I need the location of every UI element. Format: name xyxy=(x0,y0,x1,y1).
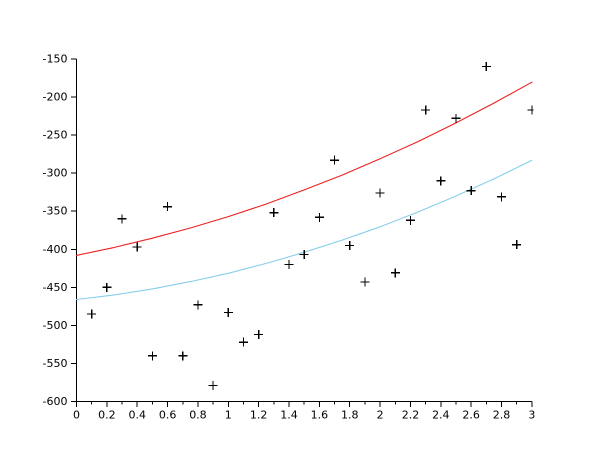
y-tick-label: -150 xyxy=(43,53,68,66)
scatter-marker-plus xyxy=(405,215,415,225)
scatter-marker-plus xyxy=(345,240,355,250)
x-tick-label: 0.8 xyxy=(189,409,207,422)
x-tick-label: 2.4 xyxy=(432,409,450,422)
y-tick-label: -300 xyxy=(43,167,68,180)
scatter-marker-plus xyxy=(421,105,431,115)
scatter-marker-plus xyxy=(223,307,233,317)
x-tick-label: 1 xyxy=(225,409,232,422)
scatter-marker-plus xyxy=(284,260,294,269)
scatter-marker-plus xyxy=(360,277,370,287)
scatter-marker-plus xyxy=(390,268,400,278)
scatter-marker-plus xyxy=(299,250,309,260)
scatter-marker-plus xyxy=(254,330,264,340)
scatter-marker-plus xyxy=(436,176,446,186)
scatter-marker-plus xyxy=(466,186,476,196)
scatter-marker-plus xyxy=(451,113,461,123)
y-tick-label: -550 xyxy=(43,357,68,370)
scatter-marker-plus xyxy=(117,214,127,224)
x-tick-label: 3 xyxy=(528,409,535,422)
scatter-marker-plus xyxy=(497,192,507,202)
y-tick-label: -500 xyxy=(43,319,68,332)
x-axis-ticks: 0 0.2 0.4 0.6 0.8 1 1.2 1.4 1.6 1.8 2 2.2 2.4 2.6 2.8 3 xyxy=(73,401,535,422)
scatter-marker-plus xyxy=(102,282,112,292)
scatter-marker-plus xyxy=(238,337,248,347)
y-tick-label: -450 xyxy=(43,281,68,294)
y-tick-label: -250 xyxy=(43,129,68,142)
scatter-marker-plus xyxy=(269,208,279,218)
x-tick-label: 2.8 xyxy=(493,409,511,422)
y-tick-label: -200 xyxy=(43,91,68,104)
scatter-marker-plus xyxy=(87,309,97,319)
observations-layer xyxy=(87,62,534,391)
y-tick-label: -400 xyxy=(43,243,68,256)
y-tick-label: -600 xyxy=(43,395,68,408)
upper-fit-curve-layer xyxy=(75,81,533,256)
x-tick-label: 2.2 xyxy=(402,409,420,422)
scatter-marker-plus xyxy=(527,105,534,115)
x-tick-label: 2.6 xyxy=(462,409,480,422)
scatter-marker-plus xyxy=(330,155,340,165)
x-tick-label: 1.8 xyxy=(341,409,359,422)
y-axis-ticks: -150 -200 -250 -300 -350 -400 -450 -500 -550 -600 xyxy=(43,53,77,408)
scatter-marker-plus xyxy=(481,62,491,72)
x-tick-label: 2 xyxy=(377,409,384,422)
scatter-marker-plus xyxy=(193,300,203,310)
x-tick-label: 0.2 xyxy=(98,409,116,422)
scatter-marker-plus xyxy=(208,381,218,391)
x-tick-label: 1.6 xyxy=(311,409,329,422)
x-tick-label: 1.4 xyxy=(280,409,298,422)
scatter-marker-plus xyxy=(132,242,142,252)
scatter-marker-plus xyxy=(178,351,188,361)
y-tick-label: -350 xyxy=(43,205,68,218)
scatter-marker-plus xyxy=(314,212,324,222)
scatter-marker-plus xyxy=(375,188,385,198)
x-tick-label: 0.4 xyxy=(128,409,146,422)
x-tick-label: 1.2 xyxy=(250,409,268,422)
x-tick-label: 0.6 xyxy=(159,409,177,422)
upper-fit-curve xyxy=(75,81,533,256)
scatter-marker-plus xyxy=(147,351,157,361)
scatter-marker-plus xyxy=(512,240,522,250)
scatter-marker-plus xyxy=(163,202,173,212)
x-tick-label: 0 xyxy=(73,409,80,422)
